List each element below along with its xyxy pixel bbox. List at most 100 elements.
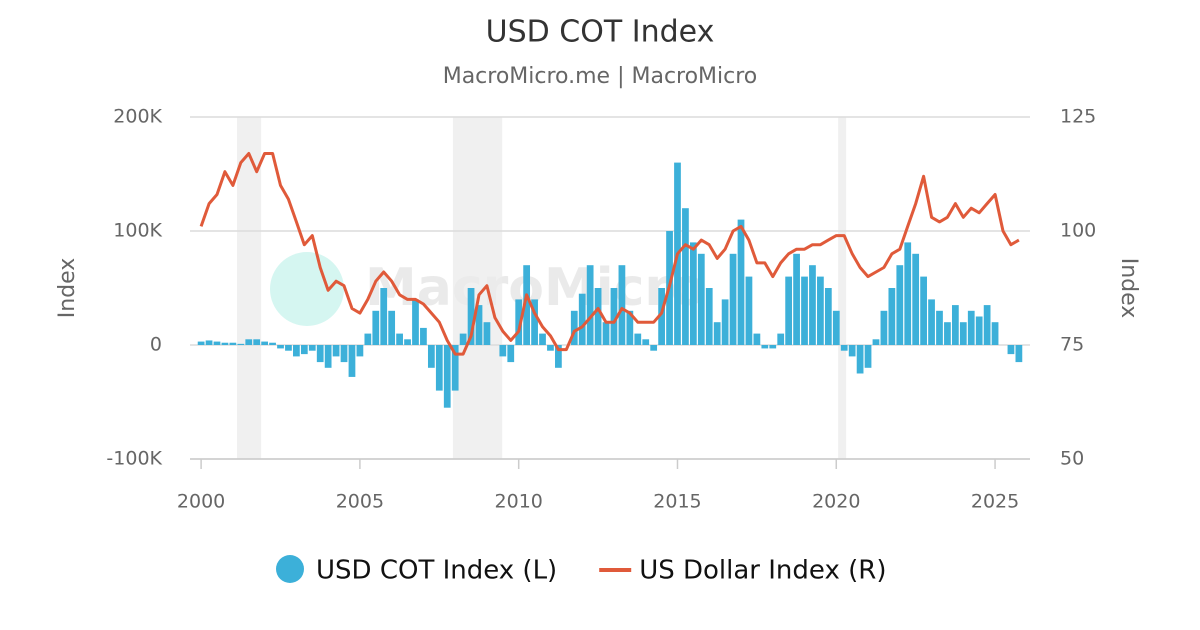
- bar: [316, 345, 324, 363]
- bar: [261, 341, 269, 345]
- bar: [872, 339, 880, 345]
- bar: [340, 345, 348, 363]
- chart-title: USD COT Index: [486, 15, 715, 50]
- bar: [197, 341, 205, 345]
- y2-tick-label: 125: [1060, 106, 1096, 128]
- bar: [705, 288, 713, 345]
- bar: [864, 345, 872, 368]
- bar: [801, 276, 808, 345]
- bar: [388, 310, 396, 345]
- bar: [753, 333, 761, 345]
- bar: [689, 242, 697, 345]
- bar: [713, 322, 721, 345]
- bar: [427, 345, 435, 368]
- bar: [737, 219, 745, 345]
- bar: [380, 288, 388, 345]
- bar: [944, 322, 951, 345]
- bar: [372, 310, 380, 345]
- bar: [840, 345, 848, 351]
- y-axis-title: Index: [55, 258, 80, 319]
- bar: [626, 310, 634, 345]
- bar: [459, 333, 467, 345]
- y2-tick-label: 50: [1060, 448, 1084, 470]
- bar: [729, 253, 737, 345]
- x-tick-label: 2000: [177, 491, 225, 513]
- bar: [213, 341, 221, 345]
- bar: [777, 333, 785, 345]
- bar: [499, 345, 507, 357]
- bar: [809, 265, 816, 345]
- watermark-logo: [270, 252, 344, 326]
- bar: [515, 299, 523, 345]
- bar: [293, 345, 300, 357]
- bar: [928, 299, 935, 345]
- bar: [451, 345, 459, 391]
- bar: [308, 345, 316, 351]
- x-tick-label: 2015: [653, 491, 701, 513]
- shaded-period: [838, 117, 847, 459]
- bar: [523, 265, 531, 345]
- bar: [404, 339, 411, 345]
- bar: [547, 345, 554, 351]
- bar: [658, 288, 665, 345]
- bar: [959, 322, 967, 345]
- bar: [610, 288, 618, 345]
- bar: [332, 345, 340, 357]
- bar: [824, 288, 832, 345]
- bar: [634, 333, 642, 345]
- line: [199, 152, 1020, 356]
- bar: [920, 276, 927, 345]
- bar: [443, 345, 451, 408]
- bar: [364, 333, 372, 345]
- bar: [356, 345, 364, 357]
- bar: [697, 253, 705, 345]
- x-tick-label: 2025: [971, 491, 1019, 513]
- bar: [396, 333, 403, 345]
- y2-tick-label: 100: [1060, 220, 1096, 242]
- y-tick-label: -100K: [106, 448, 162, 470]
- bar: [793, 253, 800, 345]
- bar: [237, 343, 245, 345]
- bar: [761, 345, 769, 349]
- bar: [300, 345, 308, 355]
- bar: [420, 327, 427, 345]
- bar: [555, 345, 562, 368]
- shaded-period: [237, 117, 262, 459]
- y2-axis-title: Index: [1116, 258, 1141, 319]
- bar: [832, 310, 840, 345]
- x-tick-label: 2005: [336, 491, 384, 513]
- bar: [983, 305, 991, 345]
- bar: [618, 265, 626, 345]
- bar: [467, 288, 475, 345]
- bar: [586, 265, 594, 345]
- bar: [245, 339, 253, 345]
- bar: [475, 305, 483, 345]
- x-tick-label: 2010: [495, 491, 543, 513]
- bar: [269, 342, 276, 345]
- bar: [1007, 345, 1015, 355]
- y-tick-label: 200K: [113, 106, 162, 128]
- bar: [912, 253, 920, 345]
- bar: [745, 276, 753, 345]
- bar: [682, 208, 689, 345]
- bar: [888, 288, 896, 345]
- bar: [991, 322, 999, 345]
- y2-tick-label: 75: [1060, 334, 1084, 356]
- bar: [785, 276, 793, 345]
- bar: [967, 310, 975, 345]
- bar: [650, 345, 658, 351]
- y-tick-label: 0: [150, 334, 162, 356]
- bar: [904, 242, 912, 345]
- shaded-period: [452, 117, 503, 459]
- bar: [570, 310, 578, 345]
- bar: [205, 340, 213, 345]
- bar: [721, 299, 729, 345]
- bar: [229, 342, 237, 345]
- bar: [936, 310, 943, 345]
- bar: [221, 342, 229, 345]
- x-tick-label: 2020: [812, 491, 860, 513]
- bar: [848, 345, 856, 357]
- chart-subtitle: MacroMicro.me | MacroMicro: [443, 64, 758, 89]
- bar: [412, 299, 419, 345]
